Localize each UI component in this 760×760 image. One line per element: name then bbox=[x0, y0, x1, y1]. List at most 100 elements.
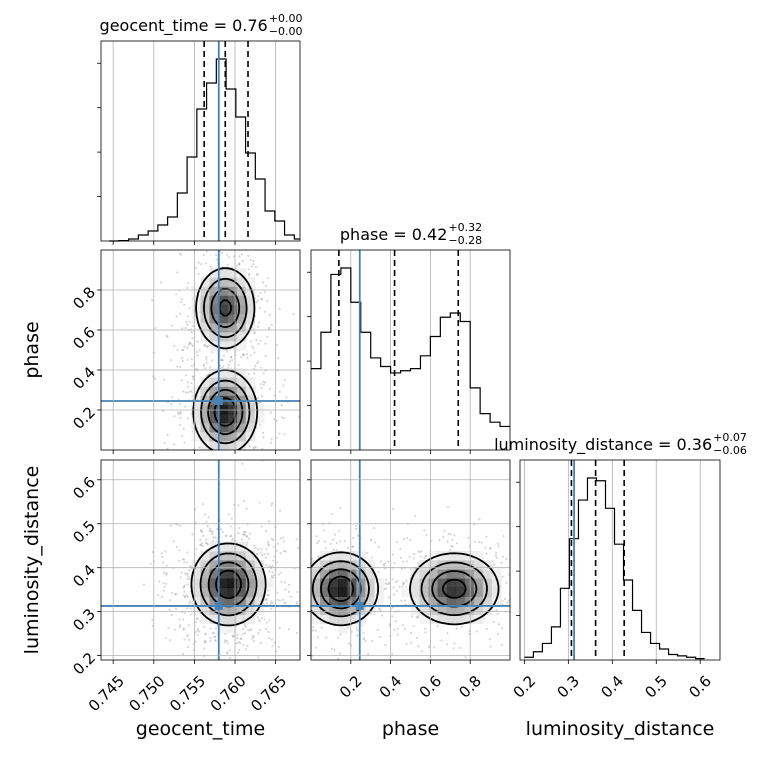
density-cell bbox=[491, 569, 502, 579]
density-cell bbox=[419, 560, 430, 570]
sample-point bbox=[154, 377, 157, 380]
sample-point bbox=[178, 402, 181, 406]
sample-point bbox=[279, 571, 282, 574]
sample-point bbox=[253, 445, 256, 449]
sample-point bbox=[420, 650, 424, 653]
sample-point bbox=[535, 597, 537, 599]
sample-point bbox=[232, 634, 235, 637]
sample-point bbox=[478, 518, 481, 521]
sample-point bbox=[455, 627, 458, 630]
sample-point bbox=[259, 247, 261, 249]
density-cell bbox=[245, 404, 256, 415]
sample-point bbox=[264, 342, 267, 345]
density-cell bbox=[209, 587, 220, 597]
sample-point bbox=[282, 595, 284, 597]
density-cell bbox=[218, 431, 229, 442]
density-cell bbox=[209, 596, 220, 606]
sample-point bbox=[173, 344, 176, 347]
density-cell bbox=[245, 304, 256, 315]
sample-point bbox=[467, 663, 469, 665]
sample-point bbox=[175, 593, 178, 596]
sample-point bbox=[332, 538, 335, 541]
density-cell bbox=[329, 550, 339, 561]
sample-point bbox=[308, 555, 310, 557]
density-cell bbox=[320, 587, 330, 597]
x-tick-label: 0.760 bbox=[207, 672, 250, 715]
sample-point bbox=[237, 454, 239, 456]
sample-point bbox=[242, 353, 245, 356]
sample-point bbox=[275, 343, 278, 347]
sample-point bbox=[229, 525, 232, 528]
sample-point bbox=[483, 617, 486, 620]
sample-point bbox=[279, 552, 282, 555]
density-cell bbox=[218, 596, 229, 606]
sample-point bbox=[267, 630, 270, 634]
sample-point bbox=[233, 455, 235, 457]
density-cell bbox=[482, 569, 493, 579]
sample-point bbox=[205, 345, 208, 349]
sample-point bbox=[283, 378, 286, 382]
sample-point bbox=[308, 562, 310, 564]
panel-frame bbox=[310, 249, 511, 451]
density-cell bbox=[209, 268, 220, 278]
sample-point bbox=[227, 513, 230, 516]
sample-point bbox=[226, 263, 229, 266]
sample-point bbox=[185, 607, 189, 610]
density-cell bbox=[464, 569, 475, 579]
density-cell bbox=[437, 578, 448, 588]
sample-point bbox=[295, 538, 298, 541]
sample-point bbox=[275, 549, 278, 552]
density-cell bbox=[245, 313, 256, 324]
sample-point bbox=[484, 546, 487, 549]
density-cell bbox=[482, 578, 493, 588]
sample-point bbox=[179, 412, 182, 415]
sample-point bbox=[304, 573, 306, 575]
density-cell bbox=[347, 569, 357, 579]
sample-point bbox=[222, 354, 226, 357]
sample-point bbox=[317, 540, 321, 543]
density-cell bbox=[347, 596, 357, 606]
sample-point bbox=[199, 538, 202, 541]
density-cell bbox=[338, 614, 348, 625]
density-cell bbox=[338, 623, 348, 634]
sample-point bbox=[183, 584, 186, 587]
sample-point bbox=[203, 344, 206, 347]
y-tick-label: 0.4 bbox=[69, 363, 99, 393]
sample-point bbox=[181, 652, 185, 656]
sample-point bbox=[204, 262, 207, 265]
sample-point bbox=[264, 529, 268, 532]
sample-point bbox=[254, 446, 257, 449]
density-cell bbox=[218, 422, 229, 433]
sample-point bbox=[218, 451, 220, 453]
sample-point bbox=[184, 326, 187, 330]
sample-point bbox=[412, 624, 415, 628]
sample-point bbox=[505, 581, 508, 584]
density-cell bbox=[209, 550, 220, 561]
sample-point bbox=[187, 575, 190, 578]
sample-point bbox=[337, 636, 340, 639]
sample-point bbox=[263, 310, 266, 313]
sample-point bbox=[351, 545, 355, 548]
sample-point bbox=[269, 602, 272, 605]
sample-point bbox=[539, 611, 541, 613]
sample-point bbox=[331, 512, 334, 515]
sample-point bbox=[200, 528, 203, 531]
sample-point bbox=[333, 680, 335, 682]
density-cell bbox=[245, 596, 256, 606]
sample-point bbox=[377, 607, 381, 610]
sample-point bbox=[195, 547, 198, 551]
sample-point bbox=[244, 625, 247, 628]
sample-point bbox=[297, 546, 300, 549]
sample-point bbox=[438, 538, 441, 542]
sample-point bbox=[182, 628, 185, 631]
sample-point bbox=[258, 306, 261, 309]
sample-point bbox=[186, 417, 189, 420]
sample-point bbox=[464, 656, 467, 659]
sample-point bbox=[165, 564, 168, 567]
sample-point bbox=[206, 524, 209, 528]
density-cell bbox=[218, 605, 229, 616]
sample-point bbox=[196, 629, 200, 632]
sample-point bbox=[301, 584, 303, 586]
y-axis-label-phase: phase bbox=[21, 321, 43, 378]
density-cell bbox=[227, 596, 238, 606]
